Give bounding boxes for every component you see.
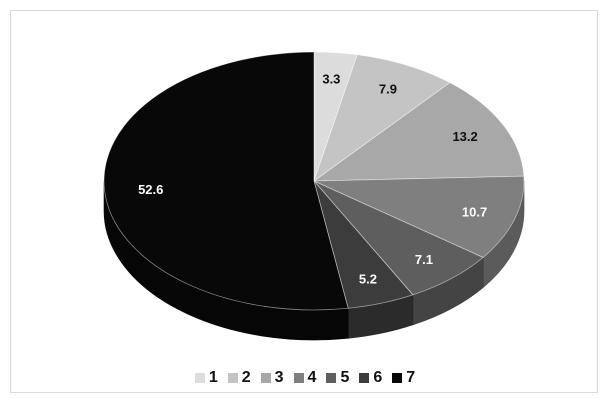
legend-swatch-4 [293, 373, 304, 383]
legend-swatch-6 [359, 373, 370, 383]
legend-swatch-3 [260, 373, 271, 383]
legend-label-2: 2 [241, 369, 251, 386]
data-label-4: 10.7 [462, 204, 487, 219]
pie-slice-4 [313, 175, 525, 258]
legend-item-5: 5 [326, 369, 349, 387]
legend-swatch-1 [194, 373, 205, 383]
pie-chart: 3.3 7.9 13.2 10.7 7.1 5.2 52.6 [103, 51, 525, 341]
legend-swatch-5 [326, 373, 337, 383]
legend-label-6: 6 [373, 369, 383, 386]
legend-item-2: 2 [227, 369, 251, 387]
pie-slice-2 [313, 54, 451, 183]
data-label-6: 5.2 [359, 272, 377, 287]
legend-item-6: 6 [359, 369, 382, 387]
legend-swatch-7 [392, 373, 403, 383]
legend: 1 2 3 4 5 6 7 [11, 366, 599, 390]
legend-item-7: 7 [392, 369, 415, 387]
data-label-7: 52.6 [138, 182, 163, 197]
pie-slice-7 [103, 51, 349, 311]
pie-slice-3 [312, 82, 525, 182]
data-label-2: 7.9 [379, 81, 397, 96]
legend-item-1: 1 [194, 369, 218, 387]
data-label-5: 7.1 [415, 252, 433, 267]
pie-side-walls [103, 180, 525, 341]
legend-item-3: 3 [260, 369, 284, 387]
legend-label-1: 1 [208, 369, 218, 386]
data-label-3: 13.2 [452, 129, 477, 144]
legend-swatch-2 [227, 373, 238, 383]
pie-data-labels: 3.3 7.9 13.2 10.7 7.1 5.2 52.6 [138, 71, 487, 286]
legend-label-7: 7 [406, 369, 416, 386]
chart-frame: 3.3 7.9 13.2 10.7 7.1 5.2 52.6 1 2 3 4 5 6 7 [10, 10, 598, 393]
legend-item-4: 4 [293, 369, 317, 387]
pie-slices [103, 51, 525, 311]
legend-label-4: 4 [307, 369, 317, 386]
data-label-1: 3.3 [322, 71, 340, 86]
legend-label-3: 3 [274, 369, 284, 386]
legend-label-5: 5 [340, 369, 350, 386]
